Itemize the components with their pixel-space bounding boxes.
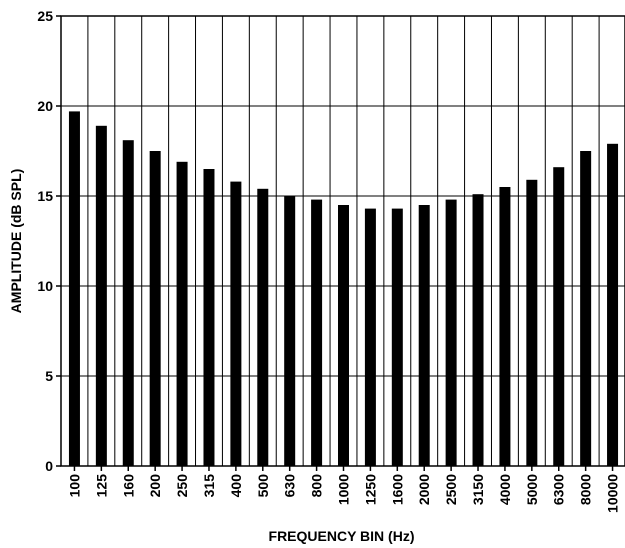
bar-1000 [338,205,349,466]
bar-6300 [553,167,565,466]
y-tick-label: 0 [45,458,53,474]
x-tick-label: 3150 [470,474,486,505]
y-tick-label: 25 [37,8,53,24]
x-tick-label: 500 [255,474,271,498]
bar-100 [68,111,80,467]
bars [68,111,619,467]
x-tick-label: 1600 [389,474,405,505]
bar-250 [176,161,188,467]
bar-4000 [499,187,511,466]
bar-8000 [580,151,592,466]
y-axis-ticks: 0 5 10 15 20 25 [37,8,61,474]
y-tick-label: 15 [37,188,53,204]
bar-2000 [418,205,430,466]
x-axis-title: FREQUENCY BIN (Hz) [269,528,415,544]
x-tick-label: 2500 [443,474,459,505]
x-tick-label: 100 [66,474,82,498]
x-tick-label: 4000 [497,474,513,505]
y-axis-title: AMPLITUDE (dB SPL) [8,169,24,314]
x-tick-label: 630 [282,474,298,498]
bar-1600 [391,208,403,466]
x-tick-label: 160 [120,474,136,498]
y-tick-label: 20 [37,98,53,114]
y-tick-label: 10 [37,278,53,294]
x-tick-label: 10000 [605,474,621,513]
x-axis-ticks: 100 125 160 200 250 315 400 500 630 800 1000 1250 16… [66,466,621,513]
bar-1250 [364,208,376,466]
bar-160 [122,140,134,466]
y-tick-label: 5 [45,368,53,384]
bar-5000 [526,179,538,467]
bar-3150 [472,194,484,466]
bar-500 [257,188,269,467]
bar-630 [284,196,296,466]
x-tick-label: 250 [174,474,190,498]
bar-315 [203,169,215,466]
bar-400 [230,181,242,466]
bar-125 [95,125,107,467]
x-tick-label: 1000 [336,474,352,505]
bar-200 [149,151,161,466]
x-tick-label: 2000 [416,474,432,505]
x-tick-label: 315 [201,474,217,498]
x-tick-label: 125 [93,474,109,498]
x-tick-label: 6300 [551,474,567,505]
bar-800 [311,199,323,466]
bar-2500 [445,199,457,466]
x-tick-label: 1250 [362,474,378,505]
x-tick-label: 800 [309,474,325,498]
x-tick-label: 5000 [524,474,540,505]
bar-10000 [607,143,619,467]
x-tick-label: 400 [228,474,244,498]
x-tick-label: 8000 [578,474,594,505]
x-tick-label: 200 [147,474,163,498]
